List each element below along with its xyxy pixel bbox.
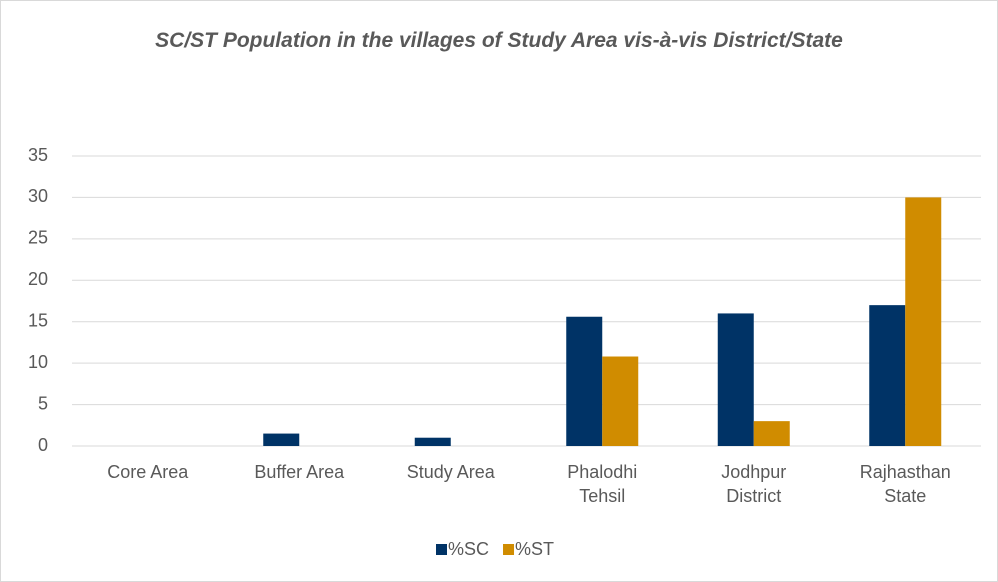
bar: [905, 197, 942, 446]
y-tick-label: 0: [38, 435, 48, 455]
bar: [263, 433, 300, 446]
bar: [566, 316, 603, 446]
x-tick-label: Buffer Area: [254, 462, 345, 482]
bar: [414, 437, 451, 446]
legend-swatch: [503, 544, 515, 555]
x-tick-label: Phalodhi Tehsil: [567, 462, 638, 506]
x-tick-label: Jodhpur District: [721, 462, 787, 506]
y-tick-label: 10: [28, 352, 48, 372]
chart-title: SC/ST Population in the villages of Stud…: [155, 29, 843, 52]
legend-label: %ST: [515, 539, 554, 559]
y-tick-label: 25: [28, 228, 48, 248]
bar: [717, 313, 754, 446]
y-tick-label: 15: [28, 310, 48, 330]
x-tick-label: Core Area: [107, 462, 189, 482]
x-tick-label: Study Area: [406, 462, 495, 482]
bar: [602, 356, 639, 446]
y-tick-label: 35: [28, 145, 48, 165]
legend-swatch: [436, 544, 447, 555]
bar: [869, 305, 906, 446]
x-tick-label: Rajhasthan State: [859, 462, 951, 506]
bar: [753, 421, 790, 446]
y-tick-label: 5: [38, 393, 48, 413]
legend-label: %SC: [448, 539, 489, 559]
y-tick-label: 20: [28, 269, 48, 289]
y-tick-label: 30: [28, 186, 48, 206]
